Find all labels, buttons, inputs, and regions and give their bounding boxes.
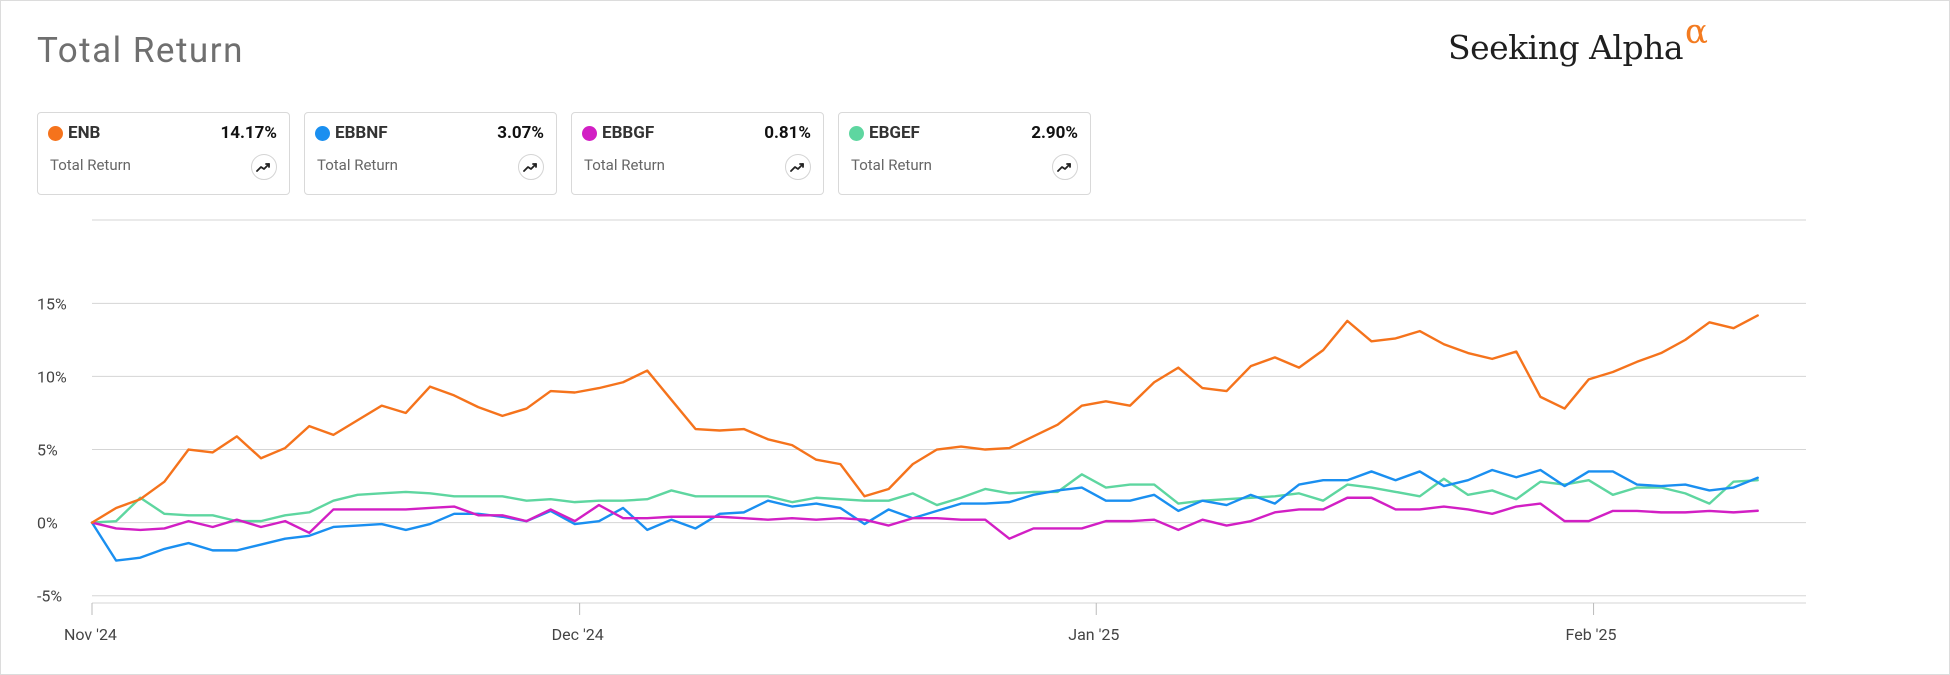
legend-value: 2.90% <box>1031 123 1078 143</box>
series-line-enb[interactable] <box>90 314 1759 524</box>
legend-value: 3.07% <box>497 123 544 143</box>
legend-card-ebbnf[interactable]: EBBNF 3.07% Total Return <box>304 112 557 195</box>
trend-chart-button[interactable] <box>785 154 811 180</box>
legend-card-enb[interactable]: ENB 14.17% Total Return <box>37 112 290 195</box>
trend-icon <box>1057 163 1071 172</box>
x-tick-label: Feb '25 <box>1566 625 1617 644</box>
trend-chart-button[interactable] <box>518 154 544 180</box>
series-line-ebbgf[interactable] <box>90 496 1759 540</box>
legend-ticker[interactable]: EBBGF <box>602 123 655 143</box>
trend-chart-button[interactable] <box>251 154 277 180</box>
series-line-ebgef[interactable] <box>90 473 1759 524</box>
y-tick-label: 5% <box>37 441 58 460</box>
series-color-dot <box>582 126 597 141</box>
legend-sublabel: Total Return <box>851 156 932 174</box>
legend-ticker[interactable]: EBBNF <box>335 123 388 143</box>
legend-sublabel: Total Return <box>317 156 398 174</box>
legend-ticker[interactable]: EBGEF <box>869 123 920 143</box>
legend-card-ebbgf[interactable]: EBBGF 0.81% Total Return <box>571 112 824 195</box>
trend-icon <box>790 163 804 172</box>
series-color-dot <box>849 126 864 141</box>
legend-sublabel: Total Return <box>50 156 131 174</box>
y-tick-label: -5% <box>37 587 62 606</box>
series-color-dot <box>315 126 330 141</box>
y-tick-label: 15% <box>37 294 67 313</box>
legend-value: 14.17% <box>220 123 277 143</box>
page-title: Total Return <box>37 30 244 71</box>
legend-ticker[interactable]: ENB <box>68 123 101 143</box>
logo-text: Seeking Alpha <box>1448 28 1684 67</box>
alpha-logo-icon: α <box>1685 12 1708 52</box>
series-line-ebbnf[interactable] <box>90 468 1759 562</box>
trend-chart-button[interactable] <box>1052 154 1078 180</box>
x-tick-label: Nov '24 <box>64 625 117 644</box>
y-tick-label: 0% <box>37 514 58 533</box>
x-tick-label: Jan '25 <box>1068 625 1119 644</box>
legend-value: 0.81% <box>764 123 811 143</box>
trend-icon <box>256 163 270 172</box>
trend-icon <box>523 163 537 172</box>
x-tick-label: Dec '24 <box>552 625 604 644</box>
y-tick-label: 10% <box>37 367 67 386</box>
legend-card-ebgef[interactable]: EBGEF 2.90% Total Return <box>838 112 1091 195</box>
series-color-dot <box>48 126 63 141</box>
legend-sublabel: Total Return <box>584 156 665 174</box>
seeking-alpha-logo[interactable]: Seeking Alphaα <box>1448 12 1708 68</box>
